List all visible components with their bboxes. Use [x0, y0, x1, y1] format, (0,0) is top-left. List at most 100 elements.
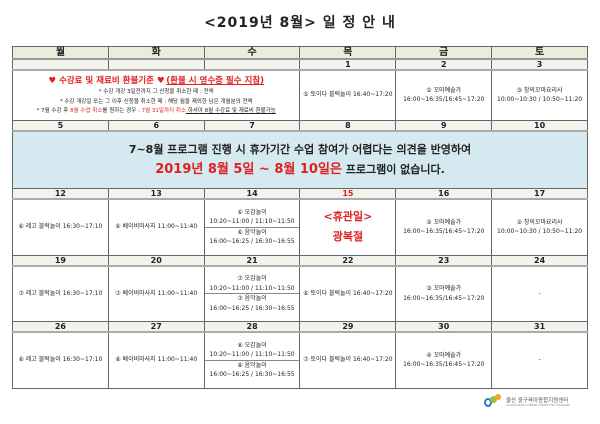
- date: 30: [395, 321, 493, 333]
- program-name: ② 꼬마예술가: [426, 218, 462, 226]
- date: 10: [491, 119, 588, 132]
- program: ⑤ 꼬마예술가 16:00~16:35/16:45~17:20: [395, 69, 493, 121]
- date: 15: [299, 188, 397, 200]
- date: 16: [395, 188, 493, 200]
- program: ⑧ 레고 블럭놀이 16:30~17:10: [12, 331, 109, 389]
- center-logo: 울산 중구육아종합지원센터 ULSAN JUNGGU SUPPORT CENTE…: [484, 394, 570, 408]
- refund-line: * 수강 개강 3일전까지 그 신청을 취소한 때 : 전액: [98, 89, 214, 96]
- holiday: <휴관일> 광복절: [299, 198, 397, 256]
- program: ③ 꼬마예술가 16:00~16:35/16:45~17:20: [395, 265, 493, 322]
- logo-name: 울산 중구육아종합지원센터: [506, 397, 569, 404]
- program: ⑥ 토이다 블럭놀이 16:40~17:20: [299, 265, 397, 322]
- program-time: 10:20~11:00 / 11:10~11:50: [209, 284, 295, 292]
- holiday-name: 광복절: [332, 230, 364, 244]
- program: ⑥ 레고 블럭놀이 16:30~17:10: [12, 198, 109, 256]
- program-name: ⑥ 오감놀이: [237, 208, 267, 216]
- program: -: [491, 265, 588, 322]
- program: ⑦ 베이비마사지 11:00~11:40: [107, 265, 205, 322]
- date: 22: [299, 254, 397, 267]
- banner-line: 7~8월 프로그램 진행 시 휴가기간 수업 참여가 어렵다는 의견을 반영하여: [128, 142, 472, 156]
- program: ⑤ 토이다 블럭놀이 16:40~17:20: [299, 69, 397, 121]
- program-split: ⑥ 오감놀이 10:20~11:00 / 11:10~11:50 ⑥ 음악놀이 16:…: [203, 198, 301, 256]
- program: ⑧ 베이비마사지 11:00~11:40: [107, 331, 205, 389]
- text: 2019년 8월 5일 ~ 8월 10일은: [155, 161, 342, 177]
- program-name: ④ 꼬마예술가: [426, 351, 462, 359]
- program-split: ⑧ 오감놀이 10:20~11:00 / 11:10~11:50 ⑧ 음악놀이 16:…: [203, 331, 301, 389]
- date: 17: [491, 188, 588, 200]
- program-time: 16:00~16:35/16:45~17:20: [403, 294, 485, 302]
- date-row: 26 27 28 29 30 31: [12, 321, 588, 333]
- date-row: 5 6 7 8 9 10: [12, 119, 588, 132]
- date: 19: [12, 254, 109, 267]
- text: 하셔야 8월 수강료 및 재료비 환불가능: [185, 108, 276, 115]
- date: 28: [203, 321, 301, 333]
- program-name: ⑤ 꼬마예술가: [426, 86, 462, 94]
- program: ⑥ 베이비마사지 11:00~11:40: [107, 198, 205, 256]
- program-time: 16:00~16:25 / 16:30~16:55: [209, 238, 295, 246]
- program-time: 10:00~10:30 / 10:50~11:20: [497, 96, 583, 104]
- date: [12, 58, 109, 71]
- date: 29: [299, 321, 397, 333]
- holiday-label: <휴관일>: [323, 210, 373, 224]
- date: 6: [107, 119, 205, 132]
- text: 프로그램이 없습니다.: [341, 162, 445, 176]
- refund-line: * 수강 개강일 또는 그 이후 신청을 취소한 때 : 해당 월을 제외한 남…: [59, 98, 253, 105]
- program-time: 16:00~16:35/16:45~17:20: [403, 96, 485, 104]
- program: ④ 꼬마예술가 16:00~16:35/16:45~17:20: [395, 331, 493, 389]
- logo-subtitle: ULSAN JUNGGU SUPPORT CENTER FOR CHILDCAR…: [506, 403, 570, 407]
- program-name: ⑧ 오감놀이: [237, 341, 267, 349]
- weekday-tue: 화: [107, 46, 205, 60]
- date: [203, 58, 301, 71]
- weekday-fri: 금: [395, 46, 493, 60]
- weekday-header: 월 화 수 목 금 토: [12, 46, 588, 60]
- date: 27: [107, 321, 205, 333]
- program: ② 꼬마예술가 16:00~16:35/16:45~17:20: [395, 198, 493, 256]
- schedule-calendar: 월 화 수 목 금 토 1 2 3 ♥ 수강료 및 재료비 환불기준 ♥ (환불…: [11, 46, 588, 389]
- text: 7월 31일까지 취소: [141, 108, 186, 115]
- date: 26: [12, 321, 109, 333]
- program: ⑦ 토이다 블럭놀이 16:40~17:20: [299, 331, 397, 389]
- program-time: 16:00~16:35/16:45~17:20: [403, 361, 485, 369]
- weekday-sat: 토: [491, 46, 588, 60]
- program-time: 10:20~11:00 / 11:10~11:50: [209, 218, 295, 226]
- text: * 7월 수강 후: [36, 108, 71, 115]
- vacation-banner: 7~8월 프로그램 진행 시 휴가기간 수업 참여가 어렵다는 의견을 반영하여…: [12, 130, 588, 189]
- page-title: <2019년 8월> 일 정 안 내: [204, 15, 396, 31]
- date-row: 12 13 14 15 16 17: [12, 188, 588, 200]
- date: 21: [203, 254, 301, 267]
- program-name: ⑦ 오감놀이: [237, 275, 267, 283]
- program: -: [491, 331, 588, 389]
- program-name: ③ 창의꼬마요리사: [516, 86, 563, 94]
- program-split: ⑦ 오감놀이 10:20~11:00 / 11:10~11:50 ⑦ 음악놀이 16:…: [203, 265, 301, 322]
- date: 7: [203, 119, 301, 132]
- date: 9: [395, 119, 493, 132]
- banner-line: 2019년 8월 5일 ~ 8월 10일은 프로그램이 없습니다.: [13, 160, 587, 180]
- refund-line: * 7월 수강 후 8월 수업 취소를 원하는 경우 : 7월 31일까지 취소…: [13, 107, 299, 116]
- logo-mark-icon: [484, 394, 502, 408]
- date: 31: [491, 321, 588, 333]
- program: ③ 창의꼬마요리사 10:00~10:30 / 10:50~11:20: [491, 69, 588, 121]
- date: 2: [395, 58, 493, 71]
- date: 13: [107, 188, 205, 200]
- program-name: ⑦ 음악놀이: [237, 295, 267, 303]
- refund-heading-note: (환불 시 영수증 필수 지참): [166, 76, 265, 87]
- program-time: 16:00~16:25 / 16:30~16:55: [209, 371, 295, 379]
- date: 14: [203, 188, 301, 200]
- program: ② 창의꼬마요리사 10:00~10:30 / 10:50~11:20: [491, 198, 588, 256]
- date: 3: [491, 58, 588, 71]
- text: 를 원하는 경우 :: [102, 108, 142, 115]
- program-name: ③ 꼬마예술가: [426, 285, 462, 293]
- date: 1: [299, 58, 397, 71]
- date-row: 19 20 21 22 23 24: [12, 254, 588, 267]
- refund-heading: ♥ 수강료 및 재료비 환불기준 ♥: [48, 76, 165, 87]
- weekday-wed: 수: [203, 46, 301, 60]
- date: [107, 58, 205, 71]
- program-time: 16:00~16:35/16:45~17:20: [403, 228, 485, 236]
- refund-notice: ♥ 수강료 및 재료비 환불기준 ♥ (환불 시 영수증 필수 지참) * 수강…: [11, 69, 301, 121]
- program-time: 10:00~10:30 / 10:50~11:20: [497, 228, 583, 236]
- text: 8월 수업 취소: [70, 108, 103, 115]
- date: 5: [12, 119, 109, 132]
- program-time: 16:00~16:25 / 16:30~16:55: [209, 304, 295, 312]
- program-name: ⑧ 음악놀이: [237, 361, 267, 369]
- date: 23: [395, 254, 493, 267]
